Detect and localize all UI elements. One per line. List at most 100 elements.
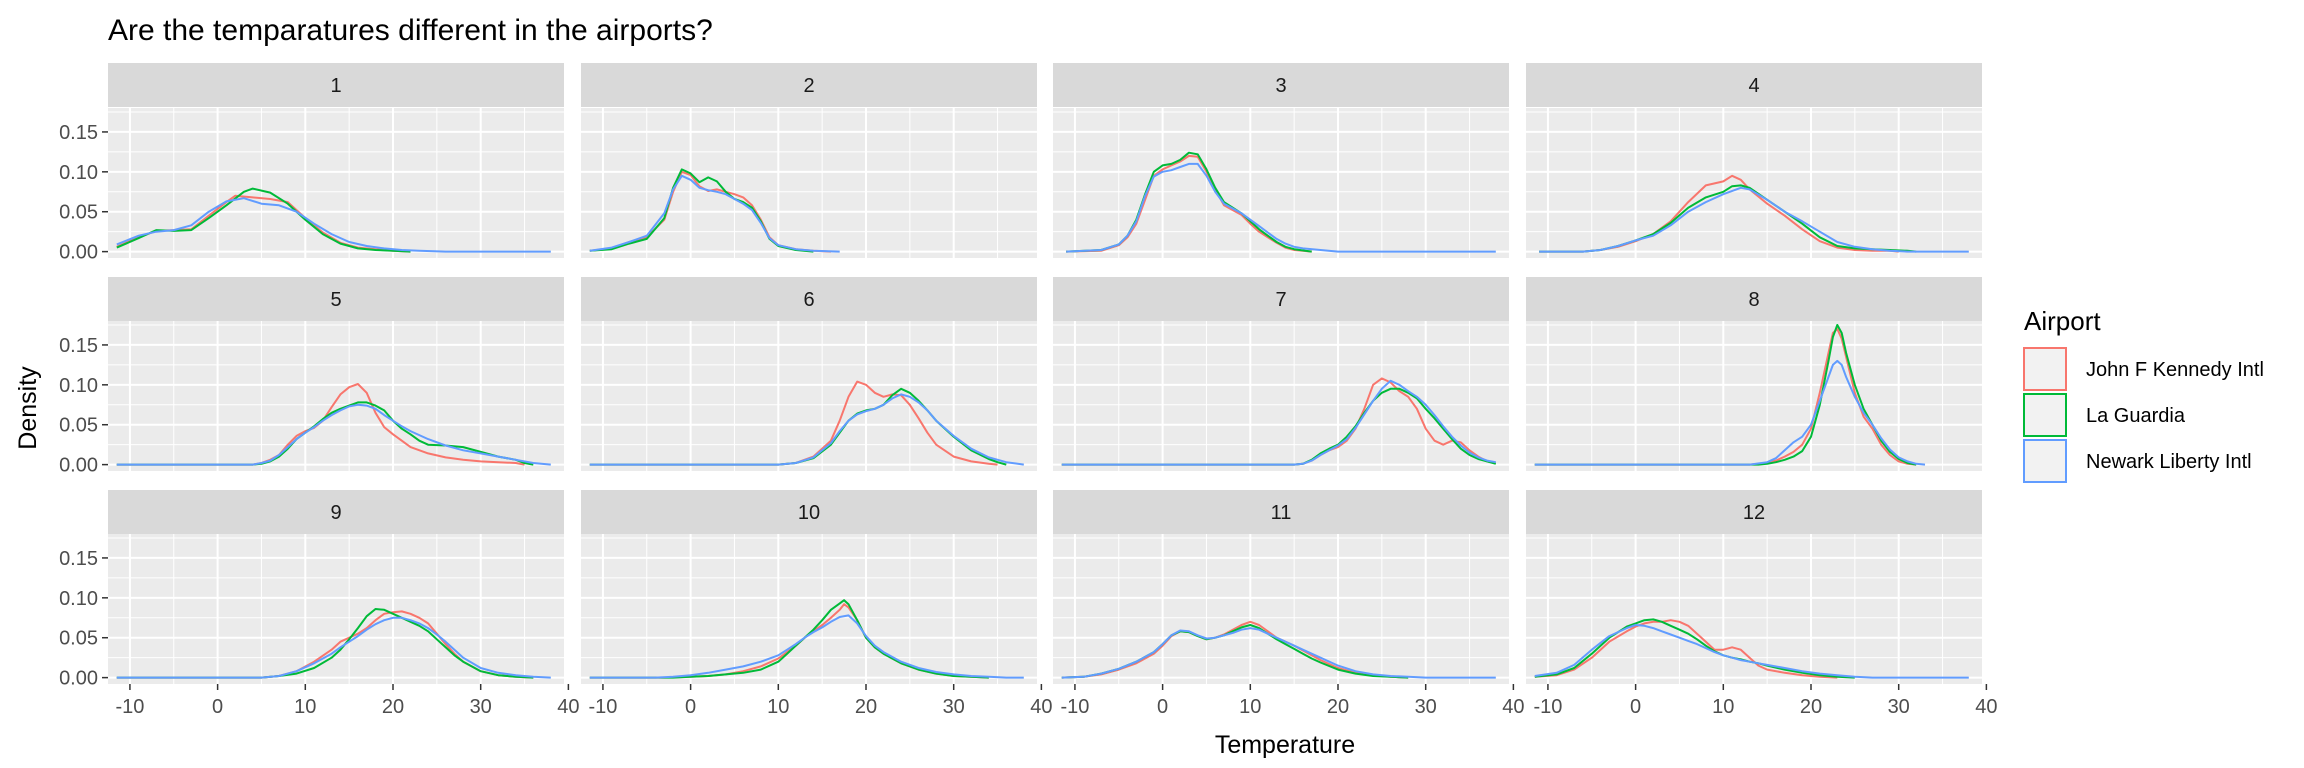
panel-background (581, 321, 1037, 471)
panel-background (1526, 108, 1982, 258)
facet-strip-label: 6 (803, 289, 814, 311)
x-tick-label: 40 (1030, 696, 1052, 718)
legend-item: Newark Liberty Intl (2023, 439, 2252, 483)
density-line (1061, 379, 1496, 466)
facet-panel-11: 11 -10 0 10 20 30 40 (1053, 490, 1525, 718)
legend: Airport John F Kennedy Intl La Guardia New… (2023, 306, 2264, 483)
panel-background (1053, 108, 1509, 258)
facet-panel-12: 12 -10 0 10 20 30 40 (1526, 490, 1998, 718)
y-tick-label: 0.10 (59, 588, 98, 610)
facet-panel-8: 8 (1526, 277, 1982, 471)
facet-strip-label: 2 (803, 75, 814, 97)
x-tick-label: 40 (1975, 696, 1997, 718)
x-tick-label: 0 (685, 696, 696, 718)
facet-panel-10: 10 -10 0 10 20 30 40 (581, 490, 1053, 718)
facet-strip (1053, 277, 1509, 321)
density-line (589, 614, 1024, 679)
facet-strip-label: 3 (1275, 75, 1286, 97)
facet-strip (1053, 490, 1509, 534)
density-line (1061, 627, 1496, 679)
panel-background (581, 108, 1037, 258)
x-tick-label: 30 (470, 696, 492, 718)
y-tick-label: 0.00 (59, 668, 98, 690)
facet-strip-label: 4 (1748, 75, 1759, 97)
density-line (116, 401, 534, 466)
facet-strip-label: 10 (798, 502, 820, 524)
x-tick-label: -10 (1533, 696, 1562, 718)
density-line (1066, 154, 1312, 253)
facet-strip-label: 1 (330, 75, 341, 97)
y-axis-title: Density (14, 366, 42, 450)
facet-strip (581, 63, 1037, 107)
legend-item: La Guardia (2023, 393, 2186, 437)
panel-background (108, 321, 564, 471)
legend-key (2023, 439, 2067, 483)
panel-background (1053, 534, 1509, 684)
density-line (116, 197, 551, 253)
legend-title: Airport (2024, 306, 2101, 336)
x-tick-label: -10 (588, 696, 617, 718)
y-tick-label: 0.15 (59, 122, 98, 144)
x-tick-label: -10 (1060, 696, 1089, 718)
facet-strip (1526, 490, 1982, 534)
legend-label: Newark Liberty Intl (2086, 451, 2252, 473)
density-line (116, 403, 551, 466)
panel-background (1526, 534, 1982, 684)
panel-background (108, 534, 564, 684)
x-tick-label: 10 (767, 696, 789, 718)
facet-strip (581, 490, 1037, 534)
facet-strip-label: 11 (1271, 502, 1292, 524)
facet-strip-label: 5 (330, 289, 341, 311)
facet-panel-2: 2 (581, 63, 1037, 258)
panel-background (1053, 321, 1509, 471)
panel-background (581, 534, 1037, 684)
facet-strip (108, 63, 564, 107)
x-axis-title: Temperature (1215, 731, 1355, 759)
x-tick-label: 20 (1800, 696, 1822, 718)
x-tick-label: 0 (212, 696, 223, 718)
y-tick-label: 0.15 (59, 335, 98, 357)
x-tick-label: 30 (943, 696, 965, 718)
facet-strip-label: 12 (1743, 502, 1765, 524)
facet-strip (1053, 63, 1509, 107)
facet-panel-4: 4 (1526, 63, 1982, 258)
y-tick-label: 0.15 (59, 548, 98, 570)
density-line (1534, 619, 1838, 679)
y-tick-label: 0.10 (59, 162, 98, 184)
x-tick-label: 20 (855, 696, 877, 718)
x-tick-label: 10 (1239, 696, 1261, 718)
density-line (589, 174, 840, 253)
x-tick-label: 30 (1415, 696, 1437, 718)
facet-panel-1: 1 0.00 0.05 0.10 0.15 (59, 63, 564, 264)
density-line (1061, 387, 1497, 466)
facet-panel-3: 3 (1053, 63, 1509, 258)
x-tick-label: 20 (1327, 696, 1349, 718)
facet-panel-5: 5 0.00 0.05 0.10 0.15 (59, 277, 564, 477)
x-tick-label: 20 (382, 696, 404, 718)
x-tick-label: 0 (1630, 696, 1641, 718)
facet-strip (108, 277, 564, 321)
panel-background (108, 108, 564, 258)
density-line (589, 599, 989, 679)
density-line (589, 380, 998, 466)
legend-label: John F Kennedy Intl (2086, 359, 2264, 381)
density-line (1534, 359, 1926, 466)
y-tick-label: 0.00 (59, 455, 98, 477)
density-line (1066, 162, 1496, 253)
x-tick-label: 0 (1157, 696, 1168, 718)
density-line (1534, 624, 1969, 679)
facet-strip (581, 277, 1037, 321)
y-tick-label: 0.05 (59, 202, 98, 224)
facet-strip (1526, 63, 1982, 107)
legend-label: La Guardia (2086, 405, 2186, 427)
facet-strip (1526, 277, 1982, 321)
density-line (1061, 620, 1409, 679)
panel-background (1526, 321, 1982, 471)
facet-strip-label: 8 (1748, 289, 1759, 311)
density-line (589, 393, 1024, 466)
facet-panels: 1 0.00 0.05 0.10 0.15 2 3 4 5 0.00 0.05 0.10 0.15 6 7 8… (59, 63, 1998, 718)
x-tick-label: 30 (1888, 696, 1910, 718)
facet-strip (108, 490, 564, 534)
density-line (116, 616, 551, 679)
